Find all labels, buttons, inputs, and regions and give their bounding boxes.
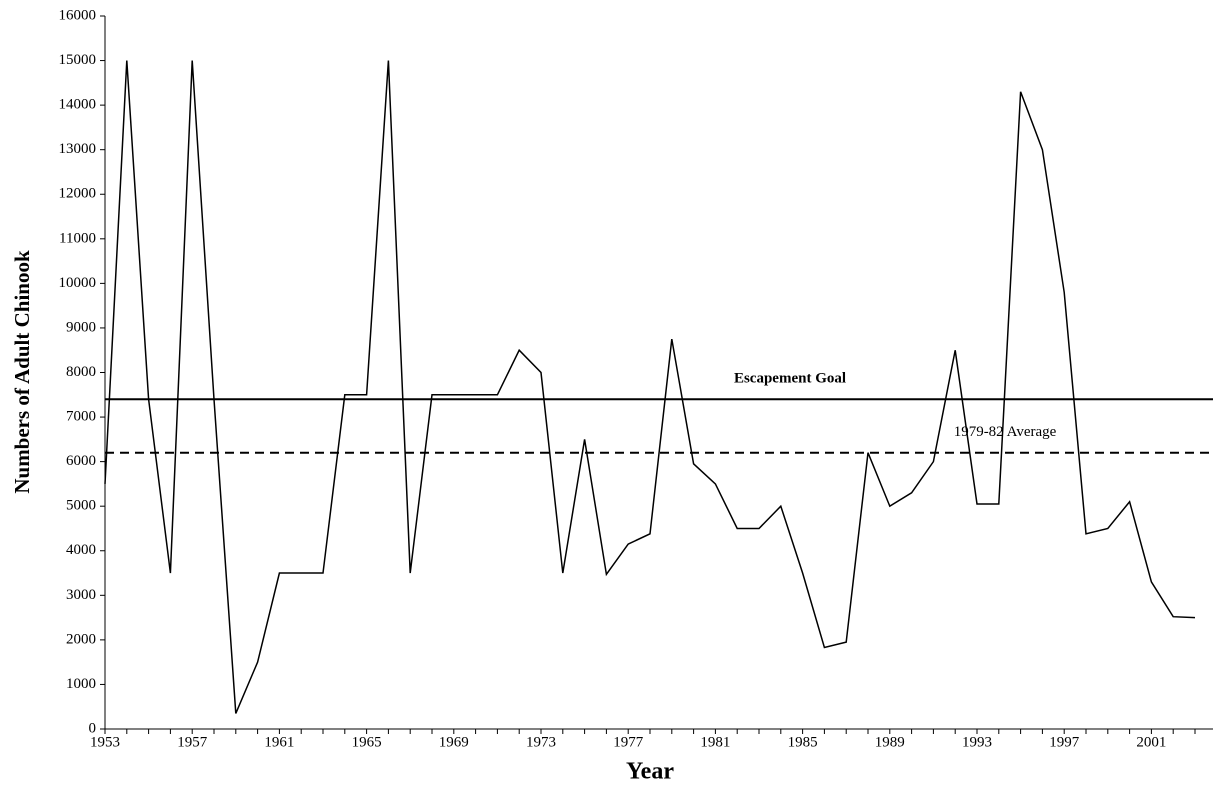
x-tick-label: 1985 [788, 734, 818, 750]
y-tick-label: 3000 [66, 587, 96, 603]
x-tick-label: 1997 [1049, 734, 1080, 750]
x-tick-label: 1961 [264, 734, 294, 750]
x-tick-label: 1965 [352, 734, 382, 750]
reference-label: 1979-82 Average [954, 424, 1057, 440]
reference-label: Escapement Goal [734, 371, 846, 387]
y-tick-label: 14000 [59, 97, 97, 113]
data-line [104, 60, 1196, 714]
x-tick-label: 1957 [177, 734, 208, 750]
x-tick-label: 1989 [875, 734, 905, 750]
y-tick-label: 15000 [59, 52, 97, 68]
x-tick-label: 1969 [439, 734, 469, 750]
y-tick-label: 1000 [66, 676, 96, 692]
y-tick-label: 13000 [59, 141, 97, 157]
y-tick-label: 16000 [59, 7, 97, 23]
x-tick-label: 1981 [700, 734, 730, 750]
x-tick-label: 1973 [526, 734, 556, 750]
y-tick-label: 5000 [66, 498, 96, 514]
x-tick-label: 1993 [962, 734, 992, 750]
y-tick-label: 6000 [66, 453, 96, 469]
y-tick-label: 10000 [59, 275, 97, 291]
y-tick-label: 0 [89, 720, 97, 736]
y-tick-label: 12000 [59, 186, 97, 202]
y-tick-label: 11000 [59, 230, 96, 246]
y-tick-label: 7000 [66, 409, 96, 425]
x-tick-label: 1977 [613, 734, 644, 750]
x-tick-label: 1953 [90, 734, 120, 750]
x-axis-title: Year [626, 759, 674, 785]
y-tick-label: 4000 [66, 542, 96, 558]
y-tick-label: 9000 [66, 319, 96, 335]
y-axis-title: Numbers of Adult Chinook [10, 250, 34, 494]
y-tick-label: 8000 [66, 364, 96, 380]
x-tick-label: 2001 [1136, 734, 1166, 750]
y-tick-label: 2000 [66, 631, 96, 647]
